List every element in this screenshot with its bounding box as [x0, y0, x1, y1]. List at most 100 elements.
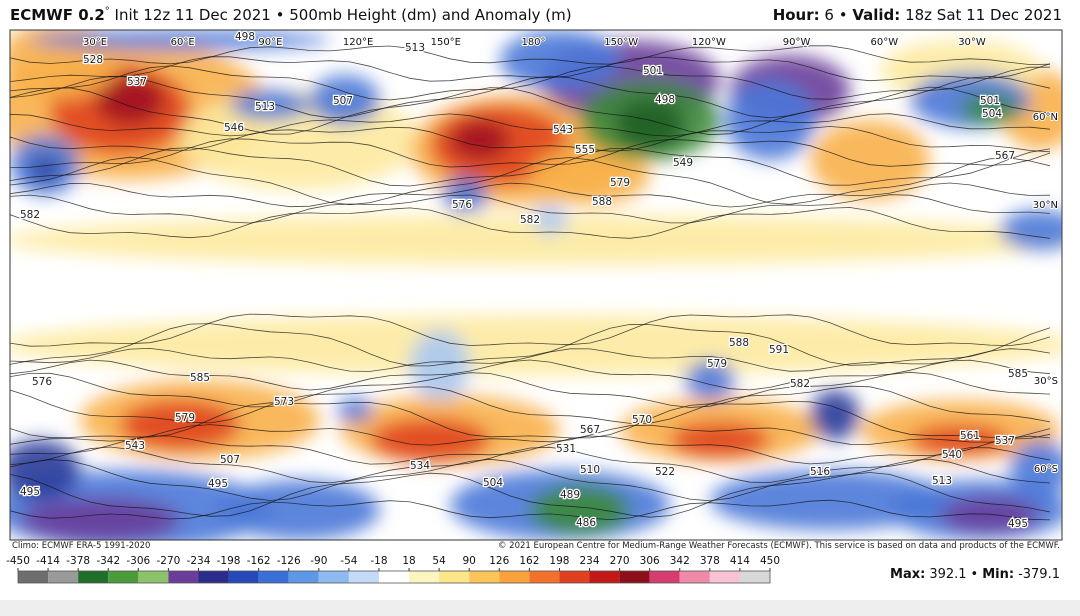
- longitude-label: 120°W: [692, 37, 726, 48]
- contour-line: [10, 126, 1051, 153]
- longitude-label: 60°W: [870, 37, 898, 48]
- contour-label: 510: [580, 464, 600, 476]
- colorbar-segment: [318, 571, 349, 583]
- contour-label: 588: [592, 196, 612, 208]
- anomaly-blob: [370, 418, 490, 462]
- colorbar-segment: [378, 571, 410, 583]
- colorbar-segment: [439, 571, 470, 583]
- contour-label: 504: [483, 477, 503, 489]
- max-value: 392.1: [929, 567, 966, 582]
- colorbar-tick-label: -306: [126, 555, 150, 567]
- contour-label: 567: [995, 150, 1015, 162]
- colorbar-tick-label: -378: [66, 555, 90, 567]
- colorbar-segment: [649, 571, 680, 583]
- colorbar-segment: [138, 571, 169, 583]
- longitude-label: 60°E: [171, 37, 195, 48]
- height-contours: [10, 45, 1051, 521]
- contour-label: 513: [255, 101, 275, 113]
- contour-label: 588: [729, 337, 749, 349]
- colorbar-segment: [619, 571, 650, 583]
- anomaly-blob: [530, 485, 630, 535]
- map-frame: [9, 29, 1063, 541]
- contour-label: 561: [960, 430, 980, 442]
- colorbar-tick-label: 54: [432, 555, 446, 567]
- colorbar-segment: [739, 571, 770, 583]
- colorbar-segment: [228, 571, 259, 583]
- latitude-label: 30°N: [1033, 200, 1058, 211]
- contour-label: 567: [580, 424, 600, 436]
- colorbar-tick-label: -18: [370, 555, 387, 567]
- contour-line: [10, 435, 1051, 465]
- anomaly-blob: [670, 422, 770, 458]
- colorbar-segment: [348, 571, 379, 583]
- contour-label: 513: [405, 42, 425, 54]
- anomaly-blob: [95, 75, 165, 125]
- colorbar-segment: [499, 571, 530, 583]
- colorbar-tick-label: -90: [310, 555, 327, 567]
- longitude-label: 180°: [521, 37, 545, 48]
- colorbar-segment: [78, 571, 109, 583]
- colorbar-segment: [709, 571, 740, 583]
- contour-label: 543: [125, 440, 145, 452]
- anomaly-blob: [615, 100, 685, 150]
- contour-label: 522: [655, 466, 675, 478]
- copyright: © 2021 European Centre for Medium-Range …: [498, 541, 1060, 551]
- contour-label: 495: [20, 486, 40, 498]
- anomaly-blob: [960, 95, 1020, 125]
- contour-line: [10, 323, 1051, 367]
- colorbar-tick-label: -450: [6, 555, 30, 567]
- min-label: Min:: [982, 567, 1014, 582]
- contour-label: 501: [643, 65, 663, 77]
- contour-label: 486: [576, 517, 596, 529]
- colorbar-tick-label: 378: [700, 555, 720, 567]
- colorbar-tick-label: -198: [217, 555, 241, 567]
- anomaly-blob: [810, 120, 930, 200]
- anomaly-blob: [450, 120, 510, 160]
- anomaly-blob: [685, 360, 735, 400]
- contour-line: [10, 359, 1051, 391]
- anomaly-blob: [10, 215, 1062, 265]
- contour-label: 504: [982, 108, 1002, 120]
- colorbar-tick-label: -234: [187, 555, 211, 567]
- anomaly-blob: [20, 498, 180, 540]
- contour-label: 582: [520, 214, 540, 226]
- longitude-label: 150°W: [604, 37, 638, 48]
- valid-value: 18z Sat 11 Dec 2021: [905, 6, 1062, 24]
- colorbar-tick-label: 270: [610, 555, 630, 567]
- contour-label: 513: [932, 475, 952, 487]
- valid-label: Valid:: [852, 6, 901, 24]
- contour-label: 528: [83, 54, 103, 66]
- title: ECMWF 0.2° Init 12z 11 Dec 2021 • 500mb …: [10, 6, 572, 24]
- contour-label: 501: [980, 95, 1000, 107]
- colorbar-segment: [529, 571, 560, 583]
- min-value: -379.1: [1018, 567, 1060, 582]
- title-rest: Init 12z 11 Dec 2021 • 500mb Height (dm)…: [109, 6, 572, 24]
- contour-label: 498: [235, 31, 255, 43]
- anomaly-field: [10, 30, 1062, 540]
- anomaly-blob: [1010, 440, 1062, 500]
- contour-label: 507: [220, 454, 240, 466]
- anomaly-blob: [810, 390, 860, 440]
- contour-label: 537: [995, 435, 1015, 447]
- colorbar-tick-label: 18: [402, 555, 415, 567]
- colorbar-segment: [559, 571, 590, 583]
- colorbar-segment: [258, 571, 289, 583]
- contour-line: [10, 472, 1051, 518]
- hour-label: Hour:: [772, 6, 820, 24]
- colorbar-tick-label: -270: [156, 555, 180, 567]
- contour-label: 543: [553, 124, 573, 136]
- bottom-bar: [0, 600, 1080, 616]
- colorbar-segment: [198, 571, 229, 583]
- colorbar-segment: [409, 571, 440, 583]
- anomaly-blob: [220, 480, 380, 540]
- colorbar-tick-label: -126: [277, 555, 301, 567]
- colorbar-segment: [18, 571, 49, 583]
- contour-label: 582: [790, 378, 810, 390]
- contour-label: 537: [127, 76, 147, 88]
- anomaly-blob: [337, 398, 373, 422]
- anomaly-blob: [30, 158, 60, 182]
- colorbar-frame: [17, 570, 771, 584]
